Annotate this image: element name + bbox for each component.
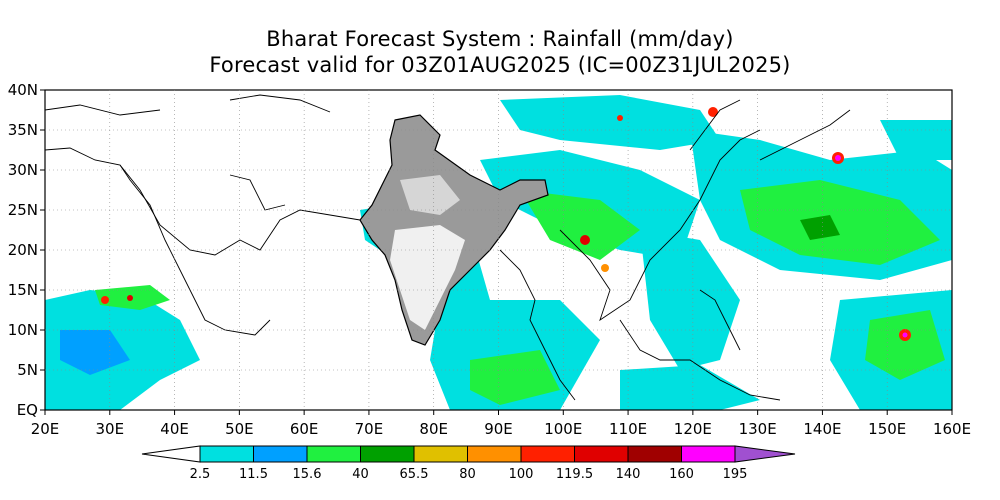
- lat-tick-label: 15N: [8, 281, 38, 299]
- colorbar-swatch: [306, 445, 361, 463]
- lat-tick-label: 35N: [8, 121, 38, 139]
- lon-tick-label: 30E: [95, 420, 124, 438]
- lon-tick-label: 90E: [484, 420, 513, 438]
- colorbar-swatch: [199, 445, 254, 463]
- lon-tick-label: 60E: [290, 420, 319, 438]
- lon-tick-label: 80E: [419, 420, 448, 438]
- colorbar-under-triangle: [141, 445, 201, 463]
- rainfall-field: [45, 95, 952, 410]
- coastlines: [45, 94, 851, 401]
- lon-tick-label: 160E: [933, 420, 971, 438]
- colorbar-label: 119.5: [556, 467, 593, 482]
- lat-tick-label: 40N: [8, 81, 38, 99]
- lon-tick-label: 40E: [160, 420, 189, 438]
- colorbar-label: 15.6: [293, 467, 322, 482]
- colorbar-label: 40: [352, 467, 369, 482]
- colorbar-label: 140: [616, 467, 641, 482]
- longitude-axis: 20E 30E 40E 50E 60E 70E 80E 90E 100E 110E 120E 130E…: [31, 410, 971, 438]
- map-plot-area: [45, 94, 952, 410]
- colorbar-label: 100: [509, 467, 534, 482]
- lon-tick-label: 130E: [739, 420, 777, 438]
- india-landmass: [359, 114, 549, 346]
- colorbar-label: 195: [723, 467, 748, 482]
- lat-tick-label: EQ: [17, 401, 38, 419]
- lat-tick-label: 5N: [17, 361, 38, 379]
- colorbar-swatch: [574, 445, 629, 463]
- lon-tick-label: 50E: [225, 420, 254, 438]
- colorbar-swatch: [253, 445, 308, 463]
- lon-tick-label: 120E: [674, 420, 712, 438]
- lon-tick-label: 70E: [355, 420, 384, 438]
- lat-tick-label: 25N: [8, 201, 38, 219]
- colorbar-label: 11.5: [239, 467, 268, 482]
- colorbar-label: 160: [669, 467, 694, 482]
- lon-tick-label: 140E: [803, 420, 841, 438]
- title-line-2: Forecast valid for 03Z01AUG2025 (IC=00Z3…: [209, 53, 791, 77]
- colorbar: 2.5 11.5 15.6 40 65.5 80 100 119.5 140 160 195: [141, 445, 796, 482]
- colorbar-swatch: [467, 445, 522, 463]
- lon-tick-label: 110E: [609, 420, 647, 438]
- colorbar-swatch: [520, 445, 575, 463]
- lat-tick-label: 10N: [8, 321, 38, 339]
- colorbar-swatch: [627, 445, 682, 463]
- lon-tick-label: 20E: [31, 420, 60, 438]
- lat-tick-label: 30N: [8, 161, 38, 179]
- lon-tick-label: 100E: [544, 420, 582, 438]
- colorbar-label: 2.5: [190, 467, 211, 482]
- colorbar-swatch: [360, 445, 415, 463]
- colorbar-swatch: [681, 445, 736, 463]
- title-line-1: Bharat Forecast System : Rainfall (mm/da…: [266, 27, 734, 51]
- graticule: [45, 90, 952, 410]
- colorbar-label: 65.5: [400, 467, 429, 482]
- colorbar-over-triangle: [734, 445, 796, 463]
- latitude-axis: EQ 5N 10N 15N 20N 25N 30N 35N 40N: [8, 81, 45, 419]
- lat-tick-label: 20N: [8, 241, 38, 259]
- colorbar-swatch: [413, 445, 468, 463]
- map-title: Bharat Forecast System : Rainfall (mm/da…: [0, 26, 1000, 78]
- colorbar-label: 80: [459, 467, 476, 482]
- lon-tick-label: 150E: [868, 420, 906, 438]
